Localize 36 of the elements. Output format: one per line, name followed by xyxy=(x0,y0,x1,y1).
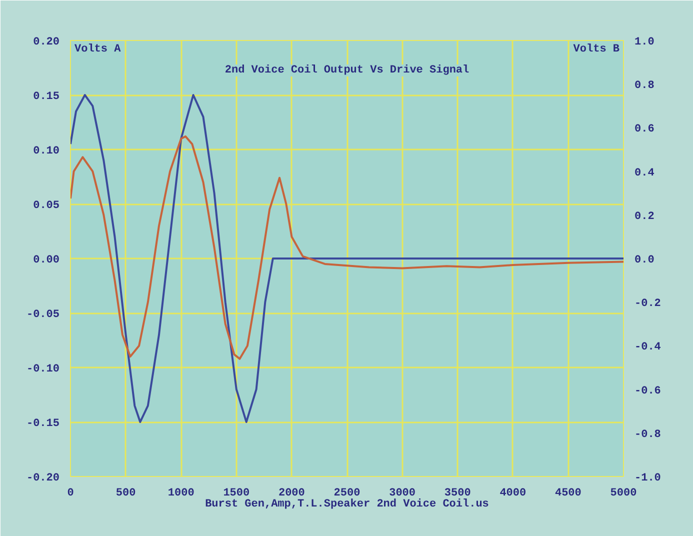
y-tick-label: -0.10 xyxy=(26,364,60,376)
y-tick-label: 0.15 xyxy=(33,91,60,103)
y-tick-label: 0.00 xyxy=(33,254,60,266)
x-tick-label: 3500 xyxy=(444,488,471,500)
y2-tick-label: 0.8 xyxy=(634,80,655,92)
y2-tick-label: -0.4 xyxy=(634,342,662,354)
x-tick-label: 2500 xyxy=(334,488,360,500)
x-tick-label: 5000 xyxy=(610,488,637,500)
y2-tick-label: 1.0 xyxy=(634,36,654,48)
y2-tick-label: 0.2 xyxy=(634,210,654,223)
x-tick-label: 3000 xyxy=(389,488,416,500)
y2-tick-label: -0.2 xyxy=(634,298,661,310)
x-tick-label: 1000 xyxy=(168,488,194,500)
x-tick-label: 4000 xyxy=(500,488,526,500)
y2-axis-title: Volts B xyxy=(573,44,620,56)
y2-tick-label: -0.6 xyxy=(634,385,661,398)
y2-tick-label: 0.0 xyxy=(634,254,654,266)
y2-tick-label: 0.6 xyxy=(634,124,654,136)
x-tick-label: 1500 xyxy=(223,488,250,500)
x-tick-label: 2000 xyxy=(278,488,305,500)
x-tick-label: 500 xyxy=(116,488,136,500)
y-tick-label: 0.10 xyxy=(33,146,60,158)
x-axis-title: Burst Gen,Amp,T.L.Speaker 2nd Voice Coil.us xyxy=(205,498,489,510)
y-tick-label: 0.05 xyxy=(33,200,60,212)
y2-tick-label: -1.0 xyxy=(634,472,661,484)
y2-tick-label: -0.8 xyxy=(634,428,662,441)
y-tick-label: -0.15 xyxy=(26,418,60,430)
y-tick-label: 0.20 xyxy=(33,36,60,48)
line-series xyxy=(70,135,624,360)
y2-tick-label: 0.4 xyxy=(634,167,655,180)
x-tick-label: 0 xyxy=(67,488,74,500)
text: 2nd Voice Coil Output Vs Drive Signal xyxy=(224,64,470,76)
x-tick-label: 4500 xyxy=(555,488,582,500)
y-axis-title: Volts A xyxy=(74,44,122,56)
y-tick-label: -0.05 xyxy=(26,309,60,321)
y-tick-label: -0.20 xyxy=(26,472,60,484)
